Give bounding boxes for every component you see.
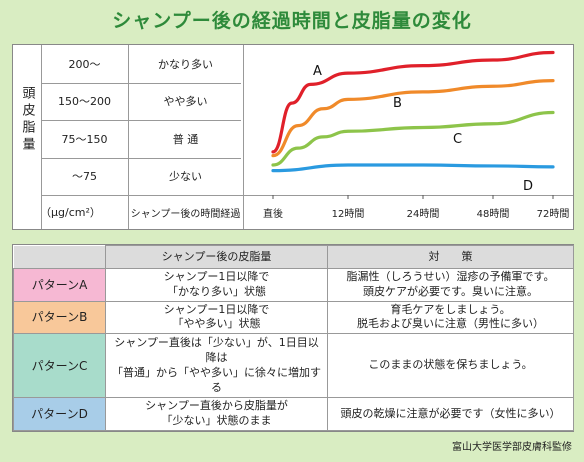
series-label-A: A	[313, 64, 322, 79]
y-level-range: ～75	[72, 170, 97, 184]
header-amount: シャンプー後の皮脂量	[105, 245, 328, 269]
pattern-name: パターンB	[13, 300, 106, 335]
pattern-amount: シャンプー直後は「少ない」が、1日目以降は 「普通」から「やや多い」に徐々に増加す…	[105, 333, 328, 399]
pattern-measure: 脂漏性（しろうせい）湿疹の予備軍です。 頭皮ケアが必要です。臭いに注意。	[327, 268, 574, 302]
x-axis-title: シャンプー後の時間経過	[130, 208, 241, 220]
series-label-C: C	[453, 132, 462, 147]
y-level-label: かなり多い	[158, 57, 213, 71]
x-tick-label: 24時間	[407, 208, 440, 220]
pattern-measure: 育毛ケアをしましょう。 脱毛および臭いに注意（男性に多い）	[327, 300, 574, 335]
pattern-name: パターンD	[13, 397, 106, 431]
y-level-range: 75～150	[61, 132, 108, 146]
page-title: シャンプー後の経過時間と皮脂量の変化	[112, 10, 472, 32]
table-row: パターンA シャンプー1日以降で 「かなり多い」状態 脂漏性（しろうせい）湿疹の予備軍…	[13, 268, 574, 302]
pattern-table-panel: シャンプー後の皮脂量 対 策 パターンA シャンプー1日以降で 「かなり多い」状態脂…	[12, 244, 574, 432]
y-level-range: 150～200	[58, 95, 111, 109]
pattern-measure: 頭皮の乾燥に注意が必要です（女性に多い）	[327, 397, 574, 431]
y-level-label: やや多い	[163, 95, 208, 109]
series-line-B	[271, 79, 555, 158]
line-plot: 直後 12時間 24時間 48時間 72時間 A B C D	[263, 50, 570, 220]
pattern-amount: シャンプー1日以降で 「やや多い」状態	[105, 300, 328, 335]
y-level-label: 普 通	[172, 132, 199, 146]
series-label-B: B	[393, 96, 402, 111]
x-tick-label: 12時間	[332, 208, 365, 220]
series-line-A	[271, 50, 555, 154]
pattern-name: パターンA	[13, 268, 106, 302]
y-level-label: 少ない	[169, 170, 202, 184]
table-row: パターンB シャンプー1日以降で 「やや多い」状態 育毛ケアをしましょう。 脱毛および臭…	[13, 300, 574, 335]
chart-panel: 頭皮脂量 200～ かなり多い 150～200 やや多い 75～150 普 通 ～75 少ない…	[12, 44, 574, 230]
y-axis-title: 頭皮脂量	[19, 86, 35, 154]
pattern-name: パターンC	[13, 333, 106, 399]
pattern-measure: このままの状態を保ちましょう。	[327, 333, 574, 399]
y-level-range: 200～	[68, 57, 101, 71]
x-tick-label: 72時間	[537, 208, 570, 220]
series-label-D: D	[523, 179, 533, 194]
table-row: パターンD シャンプー直後から皮脂量が 「少ない」状態のまま 頭皮の乾燥に注意が必要で…	[13, 397, 574, 431]
unit-label: （μg/cm²）	[40, 206, 101, 219]
credit: 富山大学医学部皮膚科監修	[452, 442, 572, 453]
x-tick-label: 48時間	[477, 208, 510, 220]
pattern-table: シャンプー後の皮脂量 対 策 パターンA シャンプー1日以降で 「かなり多い」状態脂…	[13, 245, 574, 431]
pattern-amount: シャンプー1日以降で 「かなり多い」状態	[105, 268, 328, 302]
series-line-D	[271, 163, 555, 173]
pattern-amount: シャンプー直後から皮脂量が 「少ない」状態のまま	[105, 397, 328, 431]
series-line-C	[271, 110, 555, 167]
x-tick-label: 直後	[263, 207, 283, 220]
header-measure: 対 策	[327, 245, 574, 269]
table-row: パターンC シャンプー直後は「少ない」が、1日目以降は 「普通」から「やや多い」に徐…	[13, 333, 574, 399]
